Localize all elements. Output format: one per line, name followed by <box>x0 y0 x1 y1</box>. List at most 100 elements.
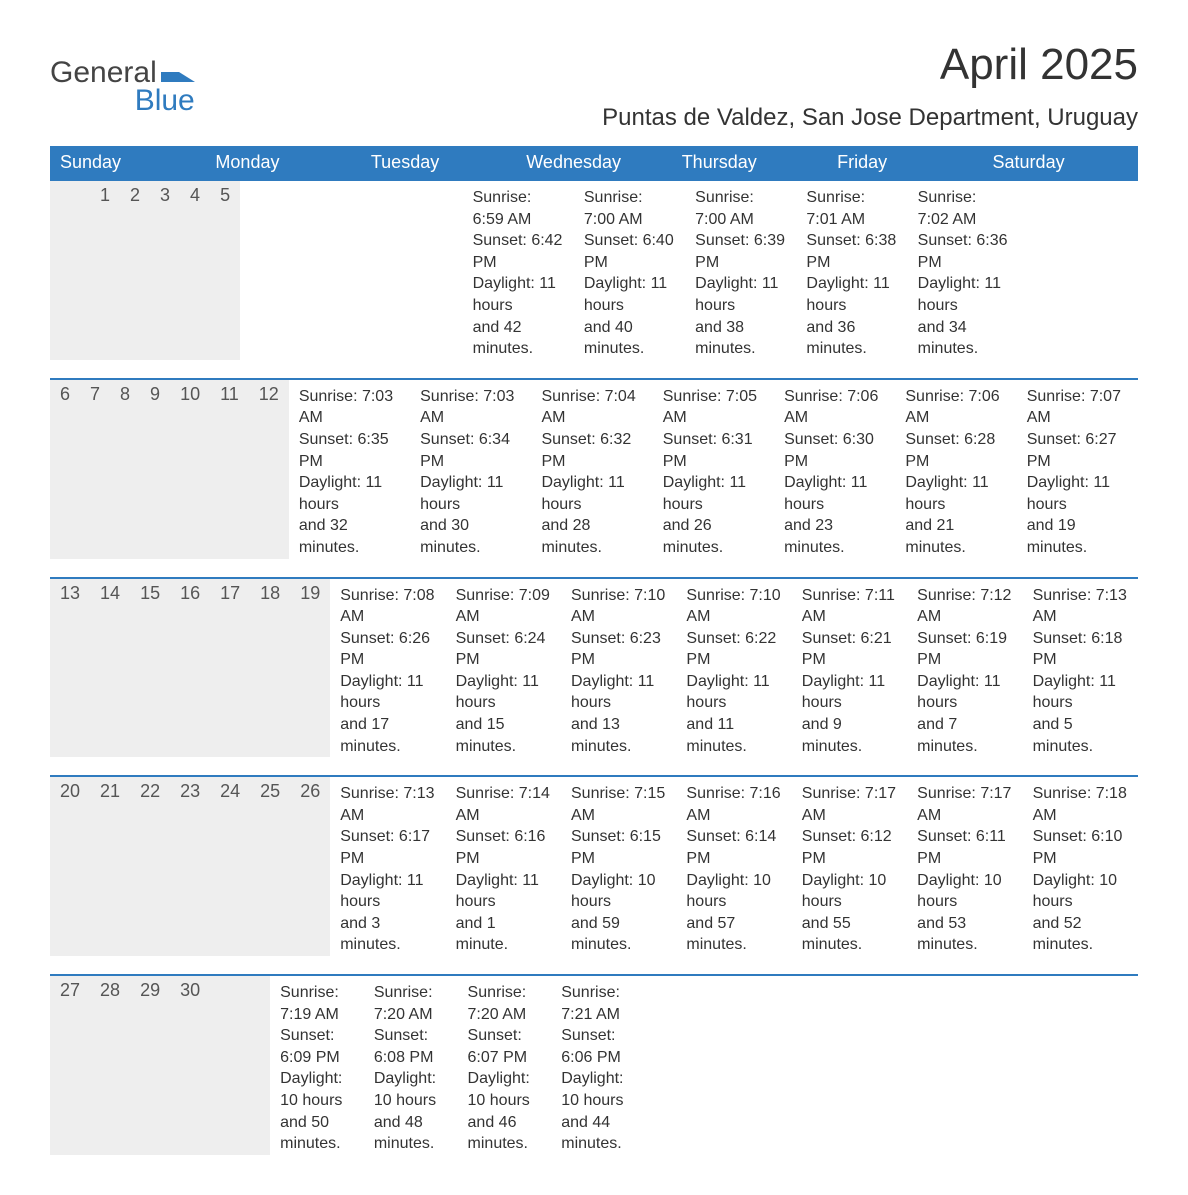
day-cell: Sunrise: 7:20 AMSunset: 6:08 PMDaylight:… <box>364 976 458 1155</box>
sunrise-line: Sunrise: 7:08 AM <box>340 585 435 628</box>
day-cell: Sunrise: 7:08 AMSunset: 6:26 PMDaylight:… <box>330 579 445 758</box>
day-number: 2 <box>120 181 150 360</box>
location-subtitle: Puntas de Valdez, San Jose Department, U… <box>602 104 1138 132</box>
sunrise-line: Sunrise: 7:00 AM <box>584 187 675 230</box>
daynum-row: 13141516171819 <box>50 579 330 758</box>
daylight-line-2: and 15 minutes. <box>456 714 551 757</box>
day-number: 8 <box>110 380 140 559</box>
day-number: 11 <box>210 380 249 559</box>
day-cell: Sunrise: 7:02 AMSunset: 6:36 PMDaylight:… <box>908 181 1019 360</box>
weekday-header: Wednesday <box>516 146 671 179</box>
daylight-line-1: Daylight: 11 hours <box>541 472 642 515</box>
day-number <box>230 976 250 1155</box>
daylight-line-1: Daylight: 11 hours <box>584 273 675 316</box>
sunrise-line: Sunrise: 7:13 AM <box>340 783 435 826</box>
day-number: 4 <box>180 181 210 360</box>
daylight-line-1: Daylight: 11 hours <box>1033 671 1128 714</box>
calendar-week: 13141516171819Sunrise: 7:08 AMSunset: 6:… <box>50 577 1138 758</box>
daylight-line-1: Daylight: 10 hours <box>1033 870 1128 913</box>
sunrise-line: Sunrise: 6:59 AM <box>473 187 564 230</box>
day-number: 29 <box>130 976 170 1155</box>
daylight-line-1: Daylight: 11 hours <box>917 671 1012 714</box>
daylight-line-2: and 13 minutes. <box>571 714 666 757</box>
sunset-line: Sunset: 6:34 PM <box>420 429 521 472</box>
daybody-row: Sunrise: 6:59 AMSunset: 6:42 PMDaylight:… <box>240 181 1019 360</box>
sunrise-line: Sunrise: 7:12 AM <box>917 585 1012 628</box>
day-cell: Sunrise: 7:03 AMSunset: 6:35 PMDaylight:… <box>289 380 410 559</box>
daylight-line-2: and 44 minutes. <box>561 1112 635 1155</box>
daylight-line-1: Daylight: 10 hours <box>917 870 1012 913</box>
day-cell: Sunrise: 7:20 AMSunset: 6:07 PMDaylight:… <box>458 976 552 1155</box>
day-cell: Sunrise: 6:59 AMSunset: 6:42 PMDaylight:… <box>463 181 574 360</box>
daylight-line-1: Daylight: 11 hours <box>918 273 1009 316</box>
daylight-line-2: and 26 minutes. <box>663 515 764 558</box>
daylight-line-1: Daylight: 11 hours <box>663 472 764 515</box>
day-cell <box>240 181 351 360</box>
day-cell: Sunrise: 7:12 AMSunset: 6:19 PMDaylight:… <box>907 579 1022 758</box>
day-cell: Sunrise: 7:00 AMSunset: 6:40 PMDaylight:… <box>574 181 685 360</box>
day-number <box>250 976 270 1155</box>
daylight-line-1: Daylight: 11 hours <box>802 671 897 714</box>
day-cell: Sunrise: 7:06 AMSunset: 6:28 PMDaylight:… <box>895 380 1016 559</box>
daylight-line-1: Daylight: 11 hours <box>905 472 1006 515</box>
sunset-line: Sunset: 6:22 PM <box>686 628 781 671</box>
sunset-line: Sunset: 6:07 PM <box>468 1025 542 1068</box>
day-number: 27 <box>50 976 90 1155</box>
sunset-line: Sunset: 6:30 PM <box>784 429 885 472</box>
daylight-line-1: Daylight: 11 hours <box>686 671 781 714</box>
daynum-row: 20212223242526 <box>50 777 330 956</box>
day-cell: Sunrise: 7:01 AMSunset: 6:38 PMDaylight:… <box>796 181 907 360</box>
day-number: 15 <box>130 579 170 758</box>
day-cell: Sunrise: 7:21 AMSunset: 6:06 PMDaylight:… <box>551 976 645 1155</box>
day-cell: Sunrise: 7:04 AMSunset: 6:32 PMDaylight:… <box>531 380 652 559</box>
day-cell: Sunrise: 7:15 AMSunset: 6:15 PMDaylight:… <box>561 777 676 956</box>
day-cell <box>645 976 739 1155</box>
day-cell: Sunrise: 7:13 AMSunset: 6:17 PMDaylight:… <box>330 777 445 956</box>
calendar-week: 27282930Sunrise: 7:19 AMSunset: 6:09 PMD… <box>50 974 1138 1155</box>
daylight-line-1: Daylight: 11 hours <box>456 671 551 714</box>
daylight-line-2: and 11 minutes. <box>686 714 781 757</box>
day-number <box>50 181 70 360</box>
daylight-line-1: Daylight: 11 hours <box>1027 472 1128 515</box>
day-number: 5 <box>210 181 240 360</box>
daylight-line-1: Daylight: 10 hours <box>468 1068 542 1111</box>
sunset-line: Sunset: 6:35 PM <box>299 429 400 472</box>
sunrise-line: Sunrise: 7:17 AM <box>917 783 1012 826</box>
daylight-line-2: and 46 minutes. <box>468 1112 542 1155</box>
day-number: 6 <box>50 380 80 559</box>
day-number: 14 <box>90 579 130 758</box>
weekday-header: Saturday <box>983 146 1138 179</box>
sunrise-line: Sunrise: 7:06 AM <box>784 386 885 429</box>
day-number <box>210 976 230 1155</box>
daybody-row: Sunrise: 7:03 AMSunset: 6:35 PMDaylight:… <box>289 380 1138 559</box>
daylight-line-2: and 34 minutes. <box>918 317 1009 360</box>
day-number: 22 <box>130 777 170 956</box>
page-title: April 2025 <box>602 40 1138 90</box>
daylight-line-2: and 52 minutes. <box>1033 913 1128 956</box>
sunrise-line: Sunrise: 7:18 AM <box>1033 783 1128 826</box>
weekday-header: Tuesday <box>361 146 516 179</box>
daylight-line-1: Daylight: 11 hours <box>340 671 435 714</box>
daylight-line-2: and 3 minutes. <box>340 913 435 956</box>
day-number: 3 <box>150 181 180 360</box>
weekday-header: Monday <box>205 146 360 179</box>
sunset-line: Sunset: 6:38 PM <box>806 230 897 273</box>
sunset-line: Sunset: 6:31 PM <box>663 429 764 472</box>
daylight-line-1: Daylight: 11 hours <box>695 273 786 316</box>
daybody-row: Sunrise: 7:08 AMSunset: 6:26 PMDaylight:… <box>330 579 1138 758</box>
day-cell: Sunrise: 7:07 AMSunset: 6:27 PMDaylight:… <box>1017 380 1138 559</box>
daylight-line-2: and 7 minutes. <box>917 714 1012 757</box>
weeks-container: 12345Sunrise: 6:59 AMSunset: 6:42 PMDayl… <box>50 179 1138 1155</box>
day-cell: Sunrise: 7:06 AMSunset: 6:30 PMDaylight:… <box>774 380 895 559</box>
day-cell: Sunrise: 7:17 AMSunset: 6:12 PMDaylight:… <box>792 777 907 956</box>
daylight-line-2: and 57 minutes. <box>686 913 781 956</box>
daylight-line-1: Daylight: 11 hours <box>299 472 400 515</box>
day-cell: Sunrise: 7:05 AMSunset: 6:31 PMDaylight:… <box>653 380 774 559</box>
daylight-line-1: Daylight: 10 hours <box>802 870 897 913</box>
header: General Blue April 2025 Puntas de Valdez… <box>50 40 1138 142</box>
sunrise-line: Sunrise: 7:03 AM <box>420 386 521 429</box>
sunset-line: Sunset: 6:21 PM <box>802 628 897 671</box>
sunrise-line: Sunrise: 7:10 AM <box>571 585 666 628</box>
daylight-line-1: Daylight: 11 hours <box>340 870 435 913</box>
sunset-line: Sunset: 6:08 PM <box>374 1025 448 1068</box>
